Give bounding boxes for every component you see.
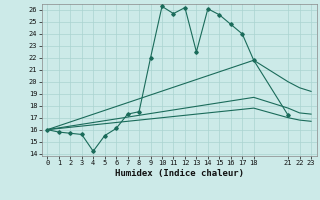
X-axis label: Humidex (Indice chaleur): Humidex (Indice chaleur)	[115, 169, 244, 178]
